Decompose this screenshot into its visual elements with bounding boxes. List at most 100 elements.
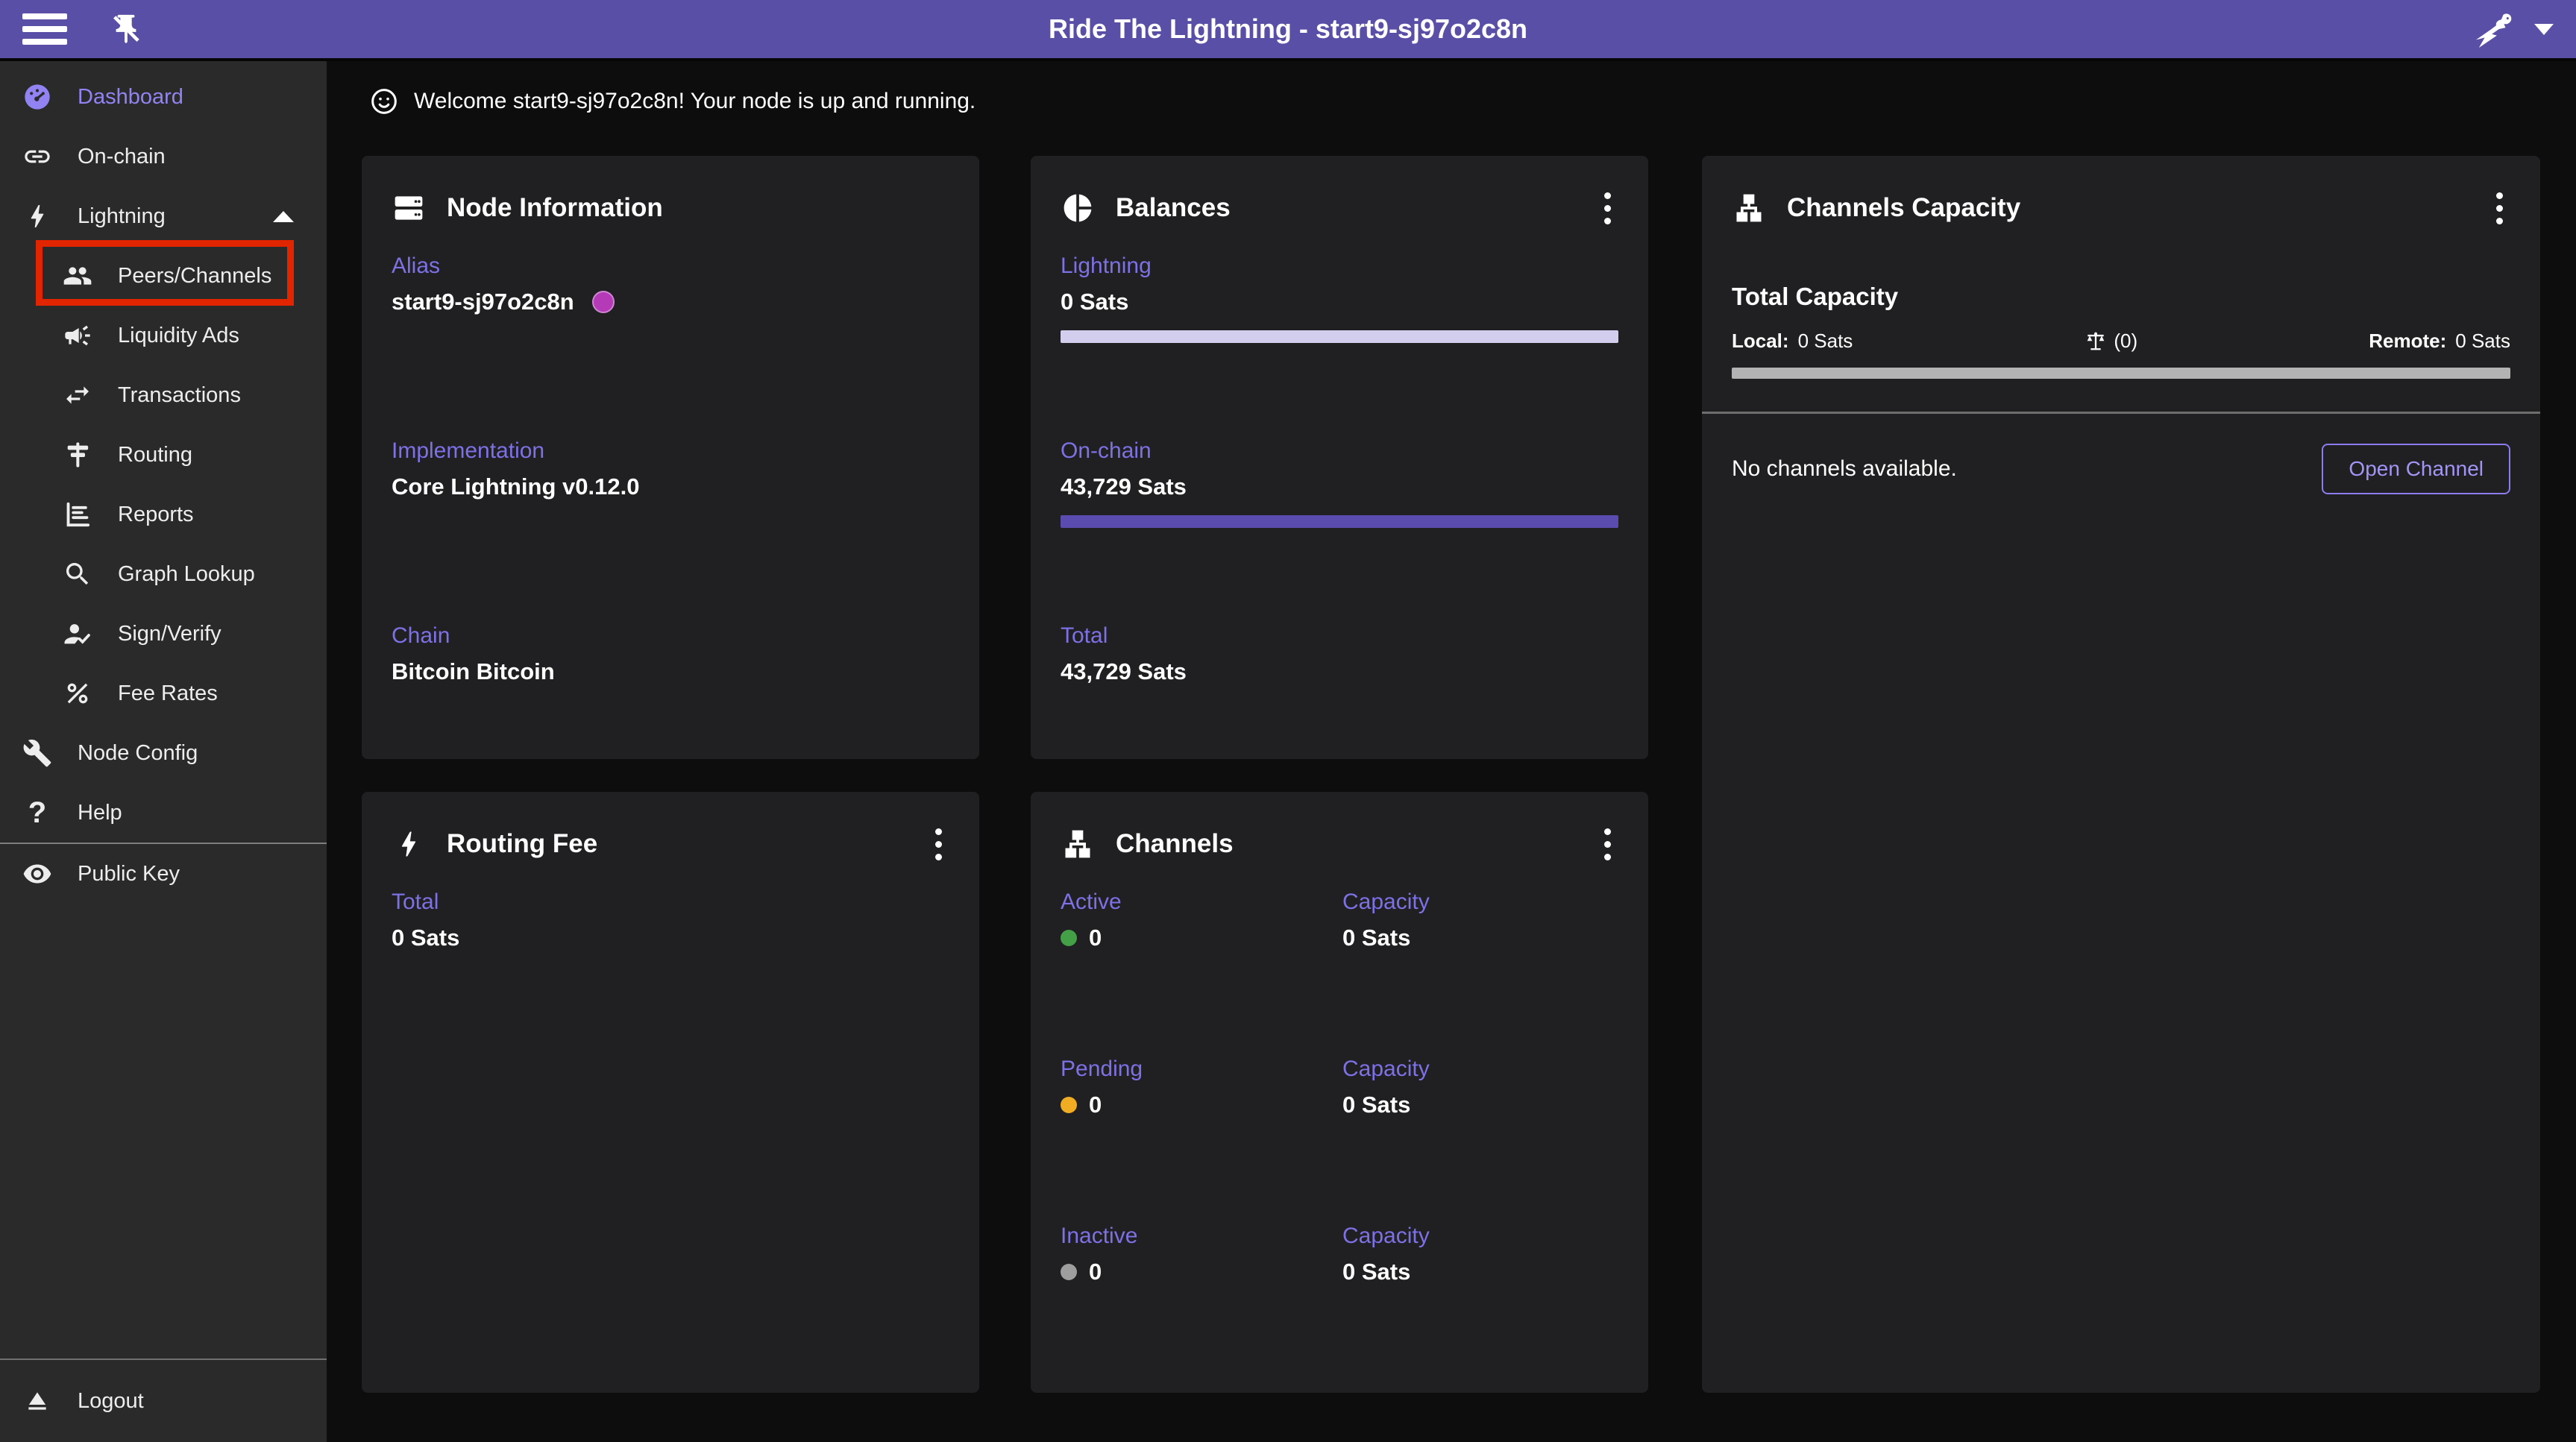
sidebar-item-label: Help xyxy=(78,800,122,825)
active-label: Active xyxy=(1061,890,1122,914)
more-options-icon[interactable] xyxy=(1597,186,1618,230)
sidebar-item-label: Fee Rates xyxy=(118,681,218,705)
card-title: Node Information xyxy=(447,193,663,222)
more-options-icon[interactable] xyxy=(928,822,949,866)
megaphone-icon xyxy=(60,318,95,353)
chart-icon xyxy=(60,497,95,532)
sidebar-item-peers-channels[interactable]: Peers/Channels xyxy=(0,246,327,306)
network-icon xyxy=(1061,827,1095,861)
pending-label: Pending xyxy=(1061,1057,1143,1081)
onchain-progress-bar xyxy=(1061,515,1618,528)
pending-channels-cell: Pending 0 xyxy=(1061,1056,1342,1223)
sidebar-item-label: Liquidity Ads xyxy=(118,323,239,347)
sidebar-item-label: Routing xyxy=(118,442,192,467)
sidebar-item-reports[interactable]: Reports xyxy=(0,485,327,544)
network-icon xyxy=(1732,191,1766,225)
active-capacity-cell: Capacity 0 Sats xyxy=(1342,889,1618,1056)
menu-icon[interactable] xyxy=(22,13,67,45)
sidebar-item-onchain[interactable]: On-chain xyxy=(0,127,327,186)
sidebar-item-label: Dashboard xyxy=(78,84,183,109)
channels-card: Channels Active 0 Capacity 0 Sats Pendin… xyxy=(1031,792,1648,1393)
chain-label: Chain xyxy=(392,623,450,648)
account-menu[interactable] xyxy=(2470,10,2554,48)
implementation-value: Core Lightning v0.12.0 xyxy=(392,473,640,500)
bolt-icon xyxy=(19,199,55,233)
inactive-capacity-cell: Capacity 0 Sats xyxy=(1342,1223,1618,1390)
card-header: Balances xyxy=(1061,181,1618,235)
signpost-icon xyxy=(60,438,95,472)
sidebar-item-label: Sign/Verify xyxy=(118,621,222,646)
link-icon xyxy=(19,139,55,174)
total-value: 43,729 Sats xyxy=(1061,658,1187,684)
more-options-icon[interactable] xyxy=(1597,822,1618,866)
sidebar-item-graph-lookup[interactable]: Graph Lookup xyxy=(0,544,327,604)
capacity-label: Capacity xyxy=(1342,1057,1430,1081)
sidebar-item-fee-rates[interactable]: Fee Rates xyxy=(0,664,327,723)
inactive-count: 0 xyxy=(1089,1259,1102,1285)
more-options-icon[interactable] xyxy=(2489,186,2510,230)
alias-label: Alias xyxy=(392,254,441,278)
card-title: Channels xyxy=(1116,829,1234,858)
inactive-label: Inactive xyxy=(1061,1224,1138,1248)
card-divider xyxy=(1702,412,2540,414)
inactive-channels-cell: Inactive 0 xyxy=(1061,1223,1342,1390)
smiley-icon xyxy=(371,89,397,114)
routing-fee-card: Routing Fee Total 0 Sats xyxy=(362,792,979,1393)
card-header: Channels xyxy=(1061,817,1618,871)
page-title: Ride The Lightning - start9-sj97o2c8n xyxy=(1048,13,1528,44)
open-channel-button[interactable]: Open Channel xyxy=(2322,444,2510,494)
no-channels-text: No channels available. xyxy=(1732,456,1957,481)
sidebar-item-label: Graph Lookup xyxy=(118,561,255,586)
balance-count: (0) xyxy=(2114,329,2138,352)
chain-value: Bitcoin Bitcoin xyxy=(392,658,555,684)
total-label: Total xyxy=(392,890,439,914)
balances-card: Balances Lightning 0 Sats On-chain 43,72… xyxy=(1031,156,1648,759)
capacity-label: Capacity xyxy=(1342,890,1430,914)
sidebar-item-node-config[interactable]: Node Config xyxy=(0,723,327,783)
chevron-down-icon xyxy=(2534,23,2554,35)
balance-scale-icon xyxy=(2087,332,2105,350)
node-information-card: Node Information Alias start9-sj97o2c8n … xyxy=(362,156,979,759)
server-icon xyxy=(392,191,426,225)
sidebar-item-logout[interactable]: Logout xyxy=(0,1358,327,1442)
implementation-section: Implementation Core Lightning v0.12.0 xyxy=(392,438,949,605)
sidebar-item-dashboard[interactable]: Dashboard xyxy=(0,67,327,127)
remote-value: 0 Sats xyxy=(2455,329,2510,352)
lightning-label: Lightning xyxy=(1061,254,1152,278)
sidebar-item-help[interactable]: ? Help xyxy=(0,783,327,843)
total-value: 0 Sats xyxy=(392,925,460,951)
local-value: 0 Sats xyxy=(1797,329,1853,352)
welcome-banner: Welcome start9-sj97o2c8n! Your node is u… xyxy=(369,86,976,116)
sidebar-item-sign-verify[interactable]: Sign/Verify xyxy=(0,604,327,664)
rtl-logo-icon xyxy=(2476,13,2512,48)
lightning-balance-section: Lightning 0 Sats xyxy=(1061,253,1618,420)
alias-value: start9-sj97o2c8n xyxy=(392,289,574,315)
onchain-value: 43,729 Sats xyxy=(1061,473,1187,500)
card-header: Routing Fee xyxy=(392,817,949,871)
percent-icon xyxy=(60,676,95,711)
capacity-value: 0 Sats xyxy=(1342,1259,1411,1285)
sidebar-item-lightning[interactable]: Lightning xyxy=(0,186,327,246)
remote-label: Remote: xyxy=(2369,329,2447,352)
group-icon xyxy=(60,259,95,293)
local-label: Local: xyxy=(1732,329,1789,352)
sidebar-item-label: On-chain xyxy=(78,144,166,169)
capacity-value: 0 Sats xyxy=(1342,1092,1411,1118)
sidebar-item-label: Lightning xyxy=(78,204,166,228)
search-icon xyxy=(60,557,95,591)
eye-icon xyxy=(19,857,55,891)
sidebar-item-transactions[interactable]: Transactions xyxy=(0,365,327,425)
sidebar-item-liquidity-ads[interactable]: Liquidity Ads xyxy=(0,306,327,365)
total-label: Total xyxy=(1061,623,1108,648)
implementation-label: Implementation xyxy=(392,438,545,463)
question-icon: ? xyxy=(28,796,47,829)
lightning-progress-bar xyxy=(1061,330,1618,343)
person-check-icon xyxy=(60,617,95,651)
pin-off-icon[interactable] xyxy=(109,12,143,46)
sidebar-item-public-key[interactable]: Public Key xyxy=(0,844,327,904)
sidebar-item-routing[interactable]: Routing xyxy=(0,425,327,485)
total-balance-section: Total 43,729 Sats xyxy=(1061,623,1618,790)
status-dot-active xyxy=(1061,930,1077,946)
onchain-label: On-chain xyxy=(1061,438,1152,463)
total-capacity-label: Total Capacity xyxy=(1732,283,1899,310)
